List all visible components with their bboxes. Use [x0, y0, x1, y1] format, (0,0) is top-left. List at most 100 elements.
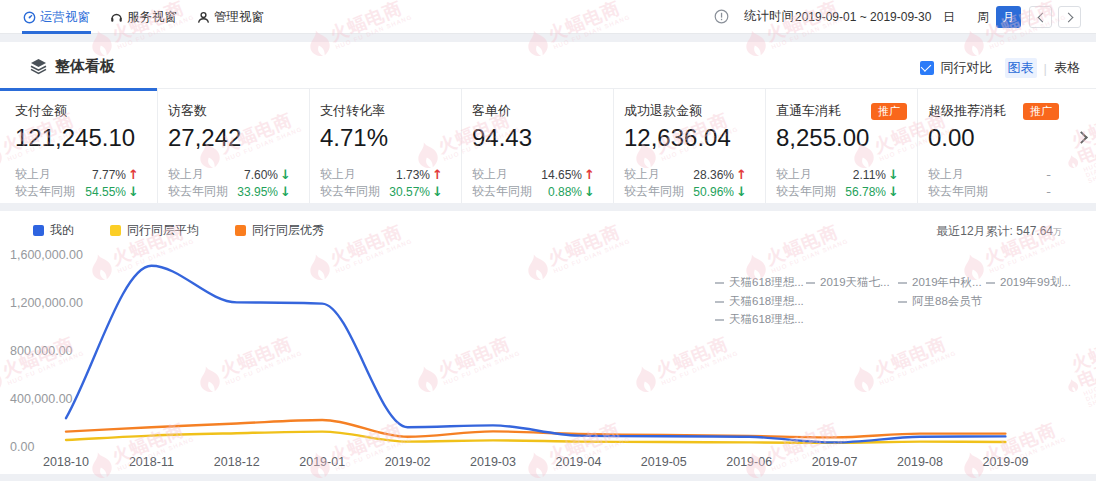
kpi-card-value: 12,636.04 [624, 124, 747, 152]
metric-value: 7.77% [92, 168, 126, 182]
metric-label: 较上月 [15, 166, 51, 183]
view-mode-table[interactable]: 表格 [1054, 59, 1080, 77]
selected-card-indicator [0, 88, 157, 91]
annotation-dash-icon [898, 301, 907, 303]
annotation-dash-icon [986, 282, 995, 284]
info-icon-wrap [714, 0, 729, 33]
trend-chart-card: 我的同行同层平均同行同层优秀 最近12月累计: 547.64万 0.00400,… [0, 211, 1096, 474]
view-mode-separator: | [1044, 61, 1047, 76]
next-period-button[interactable] [1058, 6, 1081, 28]
metric-label: 较去年同期 [15, 183, 75, 200]
board-controls: 同行对比 图表 | 表格 [920, 58, 1080, 78]
metric-row-yoy: 较去年同期50.96%↓ [624, 183, 747, 200]
x-axis-label: 2019-03 [470, 455, 516, 469]
kpi-card-title: 超级推荐消耗 [928, 102, 1006, 120]
kpi-card-5[interactable]: 成功退款金额12,636.04较上月28.36%↑较去年同期50.96%↓ [613, 89, 765, 203]
stat-time-wrap: 统计时间 [744, 0, 794, 33]
view-mode-chart[interactable]: 图表 [1005, 58, 1037, 78]
event-annotation-4[interactable]: 2019年99划... [986, 275, 1071, 290]
line-series-0 [66, 266, 1005, 443]
metric-value: 56.78% [845, 185, 886, 199]
metric-label: 较上月 [320, 166, 356, 183]
kpi-card-6[interactable]: 直通车消耗推广8,255.00较上月2.11%↓较去年同期56.78%↓ [765, 89, 917, 203]
x-axis-label: 2019-07 [812, 455, 858, 469]
kpi-card-title-row: 直通车消耗推广 [776, 102, 899, 120]
event-annotation-5[interactable]: 天猫618理想... [715, 294, 804, 309]
event-annotation-1[interactable]: 天猫618理想... [715, 275, 804, 290]
headset-icon [110, 11, 123, 24]
date-range[interactable]: 2019-09-01 ~ 2019-09-30 [795, 10, 931, 24]
peer-compare-checkbox[interactable] [920, 61, 934, 75]
metric-label: 较上月 [472, 166, 508, 183]
kpi-card-metrics: 较上月7.60%↓较去年同期33.95%↓ [168, 166, 291, 200]
arrow-up-icon: ↑ [126, 167, 139, 182]
nav-tab-3[interactable]: 管理视窗 [197, 0, 264, 34]
period-button-3[interactable]: 月 [996, 6, 1021, 28]
stat-time-label: 统计时间 [744, 8, 794, 25]
nav-tab-label: 运营视窗 [40, 9, 90, 26]
arrow-up-icon: ↑ [430, 167, 443, 182]
metric-row-mom: 较上月 7.77%↑ [15, 166, 139, 183]
no-data-dash: - [1038, 184, 1051, 199]
nav-tab-label: 服务视窗 [127, 9, 177, 26]
event-annotation-2[interactable]: 2019天猫七... [806, 275, 890, 290]
nav-tab-2[interactable]: 服务视窗 [110, 0, 177, 34]
metric-row-yoy: 较去年同期33.95%↓ [168, 183, 291, 200]
metric-label: 较去年同期 [624, 183, 684, 200]
layers-icon [30, 58, 47, 75]
kpi-card-title-row: 访客数 [168, 102, 291, 120]
promo-badge: 推广 [1023, 103, 1059, 120]
y-axis-label: 1,200,000.00 [10, 296, 83, 310]
period-button-2[interactable]: 周 [972, 6, 994, 28]
kpi-card-metrics: 较上月7.77%↑较去年同期54.55%↓ [15, 166, 139, 200]
date-range-wrap: 2019-09-01 ~ 2019-09-30 [795, 0, 931, 33]
annotation-dash-icon [715, 282, 724, 284]
y-axis-label: 400,000.00 [10, 392, 73, 406]
board-title: 整体看板 [55, 57, 115, 76]
annotation-dash-icon [715, 301, 724, 303]
legend-item-2[interactable]: 同行同层平均 [110, 222, 199, 239]
legend-item-1[interactable]: 我的 [33, 222, 74, 239]
kpi-card-title-row: 客单价 [472, 102, 595, 120]
kpi-card-title: 客单价 [472, 102, 511, 120]
kpi-card-title: 支付转化率 [320, 102, 385, 120]
kpi-card-1[interactable]: 支付金额121,245.10较上月7.77%↑较去年同期54.55%↓ [0, 89, 157, 203]
kpi-card-value: 0.00 [928, 124, 1051, 152]
x-axis-label: 2019-08 [897, 455, 943, 469]
period-button-1[interactable]: 日 [938, 6, 960, 28]
kpi-card-value: 121,245.10 [15, 124, 139, 152]
arrow-down-icon: ↓ [734, 184, 747, 199]
metric-row-mom: 较上月1.73%↑ [320, 166, 443, 183]
kpi-card-metrics: 较上月-较去年同期- [928, 166, 1051, 200]
kpi-card-title: 直通车消耗 [776, 102, 841, 120]
metric-label: 较去年同期 [472, 183, 532, 200]
arrow-up-icon: ↑ [582, 167, 595, 182]
annotation-label: 2019年中秋... [912, 275, 982, 290]
more-cards-button[interactable] [1073, 126, 1093, 152]
metric-value: 54.55% [85, 185, 126, 199]
board-header: 整体看板 [30, 56, 115, 76]
y-axis-label: 1,600,000.00 [10, 248, 83, 262]
y-axis-label: 0.00 [10, 440, 34, 454]
prev-period-button[interactable] [1029, 6, 1052, 28]
metric-value: 2.11% [853, 168, 886, 182]
metric-value: 33.95% [237, 185, 278, 199]
annotation-label: 天猫618理想... [729, 312, 804, 327]
x-axis-label: 2019-09 [982, 455, 1028, 469]
kpi-card-3[interactable]: 支付转化率4.71%较上月1.73%↑较去年同期30.57%↓ [309, 89, 461, 203]
event-annotation-6[interactable]: 阿里88会员节 [898, 294, 982, 309]
event-annotation-3[interactable]: 2019年中秋... [898, 275, 982, 290]
legend-item-3[interactable]: 同行同层优秀 [235, 222, 324, 239]
info-icon[interactable] [714, 9, 729, 24]
kpi-card-7[interactable]: 超级推荐消耗推广 0.00 较上月-较去年同期- [917, 89, 1069, 203]
nav-tab-1[interactable]: 运营视窗 [23, 0, 90, 34]
kpi-card-2[interactable]: 访客数27,242较上月7.60%↓较去年同期33.95%↓ [157, 89, 309, 203]
event-annotation-7[interactable]: 天猫618理想... [715, 312, 804, 327]
kpi-card-4[interactable]: 客单价94.43较上月14.65%↑较去年同期0.88%↓ [461, 89, 613, 203]
chevron-right-icon [1064, 12, 1074, 22]
peer-compare-label: 同行对比 [941, 59, 993, 77]
metric-row-yoy: 较去年同期30.57%↓ [320, 183, 443, 200]
metric-label: 较上月 [776, 166, 812, 183]
metric-label: 较去年同期 [320, 183, 380, 200]
annotation-label: 2019天猫七... [820, 275, 890, 290]
